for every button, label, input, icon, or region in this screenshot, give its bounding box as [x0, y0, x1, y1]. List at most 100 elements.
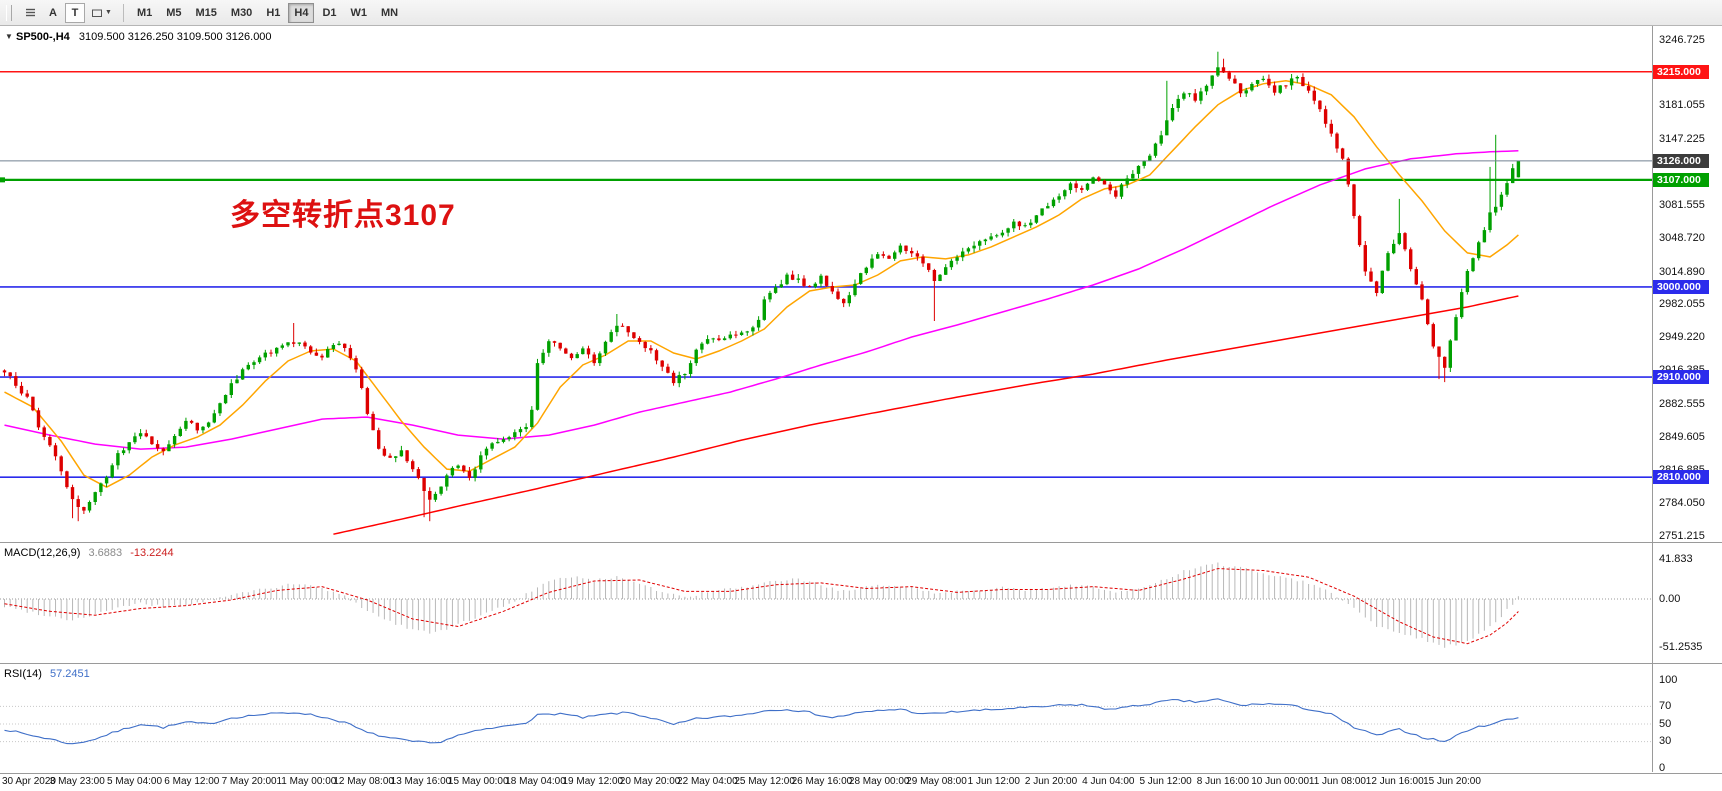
price-tick: 3246.725	[1659, 33, 1705, 46]
candle-body-down	[1074, 183, 1078, 188]
candle-body-down	[360, 369, 364, 388]
price-tick: 3181.055	[1659, 99, 1705, 112]
panel-divider-macd[interactable]	[0, 542, 1722, 543]
rsi-tick: 100	[1659, 673, 1678, 686]
rsi-label-row: RSI(14) 57.2451	[4, 668, 90, 680]
candle-body-down	[320, 355, 324, 358]
timeframe-m15-button[interactable]: M15	[190, 3, 223, 23]
candle-body-up	[870, 258, 874, 268]
macd-panel-canvas[interactable]	[0, 543, 1652, 663]
rsi-value: 57.2451	[49, 668, 90, 680]
candle-body-down	[1426, 299, 1430, 325]
main-chart-canvas[interactable]	[0, 26, 1652, 542]
chart-annotation-text[interactable]: 多空转折点3107	[230, 199, 456, 232]
candle-body-up	[1023, 225, 1027, 227]
timeframe-w1-button[interactable]: W1	[345, 3, 374, 23]
candle-body-up	[1460, 292, 1464, 318]
candle-body-down	[1193, 93, 1197, 101]
candle-body-up	[1397, 233, 1401, 244]
candle-body-down	[887, 255, 891, 259]
candle-body-up	[331, 345, 336, 349]
candle-body-up	[547, 341, 551, 353]
candle-body-up	[535, 363, 540, 410]
candle-body-down	[2, 370, 7, 373]
price-lines-layer	[0, 70, 1652, 478]
timeframe-m1-button[interactable]: M1	[131, 3, 158, 23]
list-icon	[26, 8, 35, 17]
hline-handle[interactable]	[0, 177, 5, 183]
candle-body-down	[53, 445, 58, 457]
time-scale[interactable]: 30 Apr 2020 3 May 23:00 5 May 04:00 6 May 1…	[0, 774, 1652, 791]
macd-signal-line	[4, 568, 1519, 645]
rsi-panel-canvas[interactable]	[0, 664, 1652, 772]
candle-body-up	[1034, 215, 1039, 223]
time-axis-label: 28 May 00:00	[848, 776, 910, 787]
candle-body-up	[496, 441, 500, 444]
text-tool-button[interactable]: T	[65, 2, 85, 23]
time-axis-label: 12 May 08:00	[333, 776, 394, 787]
candle-body-up	[201, 426, 205, 431]
time-axis-label: 19 May 12:00	[562, 776, 624, 787]
candle-body-up	[603, 341, 608, 354]
candle-body-up	[541, 352, 545, 364]
candle-body-up	[1091, 177, 1095, 184]
rsi-line	[4, 698, 1519, 745]
candle-body-up	[172, 436, 177, 445]
objects-list-button[interactable]	[20, 3, 41, 23]
candle-body-down	[405, 450, 409, 462]
time-axis-label: 3 May 23:00	[49, 776, 105, 787]
timeframe-d1-button[interactable]: D1	[316, 3, 342, 23]
timeframe-h4-button[interactable]: H4	[288, 2, 315, 23]
candle-body-up	[739, 332, 744, 335]
candle-body-up	[1182, 93, 1186, 99]
candle-body-up	[1278, 85, 1282, 93]
macd-tick: 41.833	[1659, 552, 1693, 565]
candle-body-up	[121, 450, 126, 454]
candle-body-up	[337, 343, 341, 345]
candle-body-up	[1006, 228, 1010, 233]
candle-body-down	[422, 478, 426, 491]
moving-average-line	[333, 295, 1519, 535]
macd-indicator-name: MACD(12,26,9)	[4, 547, 81, 559]
candle-body-down	[348, 348, 353, 359]
timeframe-m5-button[interactable]: M5	[160, 3, 187, 23]
candle-body-down	[927, 263, 931, 270]
candle-body-down	[643, 341, 647, 349]
candle-body-up	[87, 502, 92, 511]
candle-body-up	[439, 486, 443, 494]
shapes-tool-button[interactable]: ▼	[87, 3, 116, 23]
text-label-tool-button[interactable]: A	[43, 3, 63, 23]
candle-body-down	[1238, 83, 1243, 94]
candle-body-up	[212, 413, 216, 423]
candle-body-down	[1340, 148, 1345, 159]
candle-body-up	[518, 429, 523, 433]
timeframe-group: M1 M5 M15 M30 H1 H4 D1 W1 MN	[130, 2, 405, 23]
candle-body-up	[609, 332, 613, 342]
chart-menu-arrow-icon[interactable]: ▼	[5, 32, 13, 41]
timeframe-m30-button[interactable]: M30	[225, 3, 258, 23]
candle-body-up	[722, 338, 727, 341]
candle-body-down	[59, 456, 63, 472]
toolbar-grip[interactable]	[6, 4, 12, 21]
candle-body-down	[807, 285, 812, 287]
candle-body-up	[796, 278, 800, 280]
toolbar-separator	[122, 3, 124, 22]
candle-body-down	[1437, 346, 1441, 357]
candle-body-up	[110, 465, 114, 478]
candle-body-down	[76, 499, 80, 507]
timeframe-mn-button[interactable]: MN	[375, 3, 404, 23]
candle-body-down	[36, 410, 41, 428]
price-scale[interactable]: 3246.725 3181.055 3147.225 3081.555 3048.720…	[1652, 26, 1722, 774]
candle-body-down	[632, 332, 636, 338]
shape-icon	[92, 9, 102, 17]
candle-body-down	[1329, 123, 1333, 134]
panel-divider-rsi[interactable]	[0, 663, 1722, 664]
candle-body-up	[1051, 199, 1056, 207]
candle-body-up	[1165, 120, 1169, 136]
candle-body-up	[853, 283, 857, 296]
candle-body-up	[246, 364, 250, 370]
candle-body-up	[218, 403, 222, 414]
candle-body-up	[989, 236, 993, 240]
timeframe-h1-button[interactable]: H1	[260, 3, 286, 23]
price-tick: 3048.720	[1659, 231, 1705, 244]
